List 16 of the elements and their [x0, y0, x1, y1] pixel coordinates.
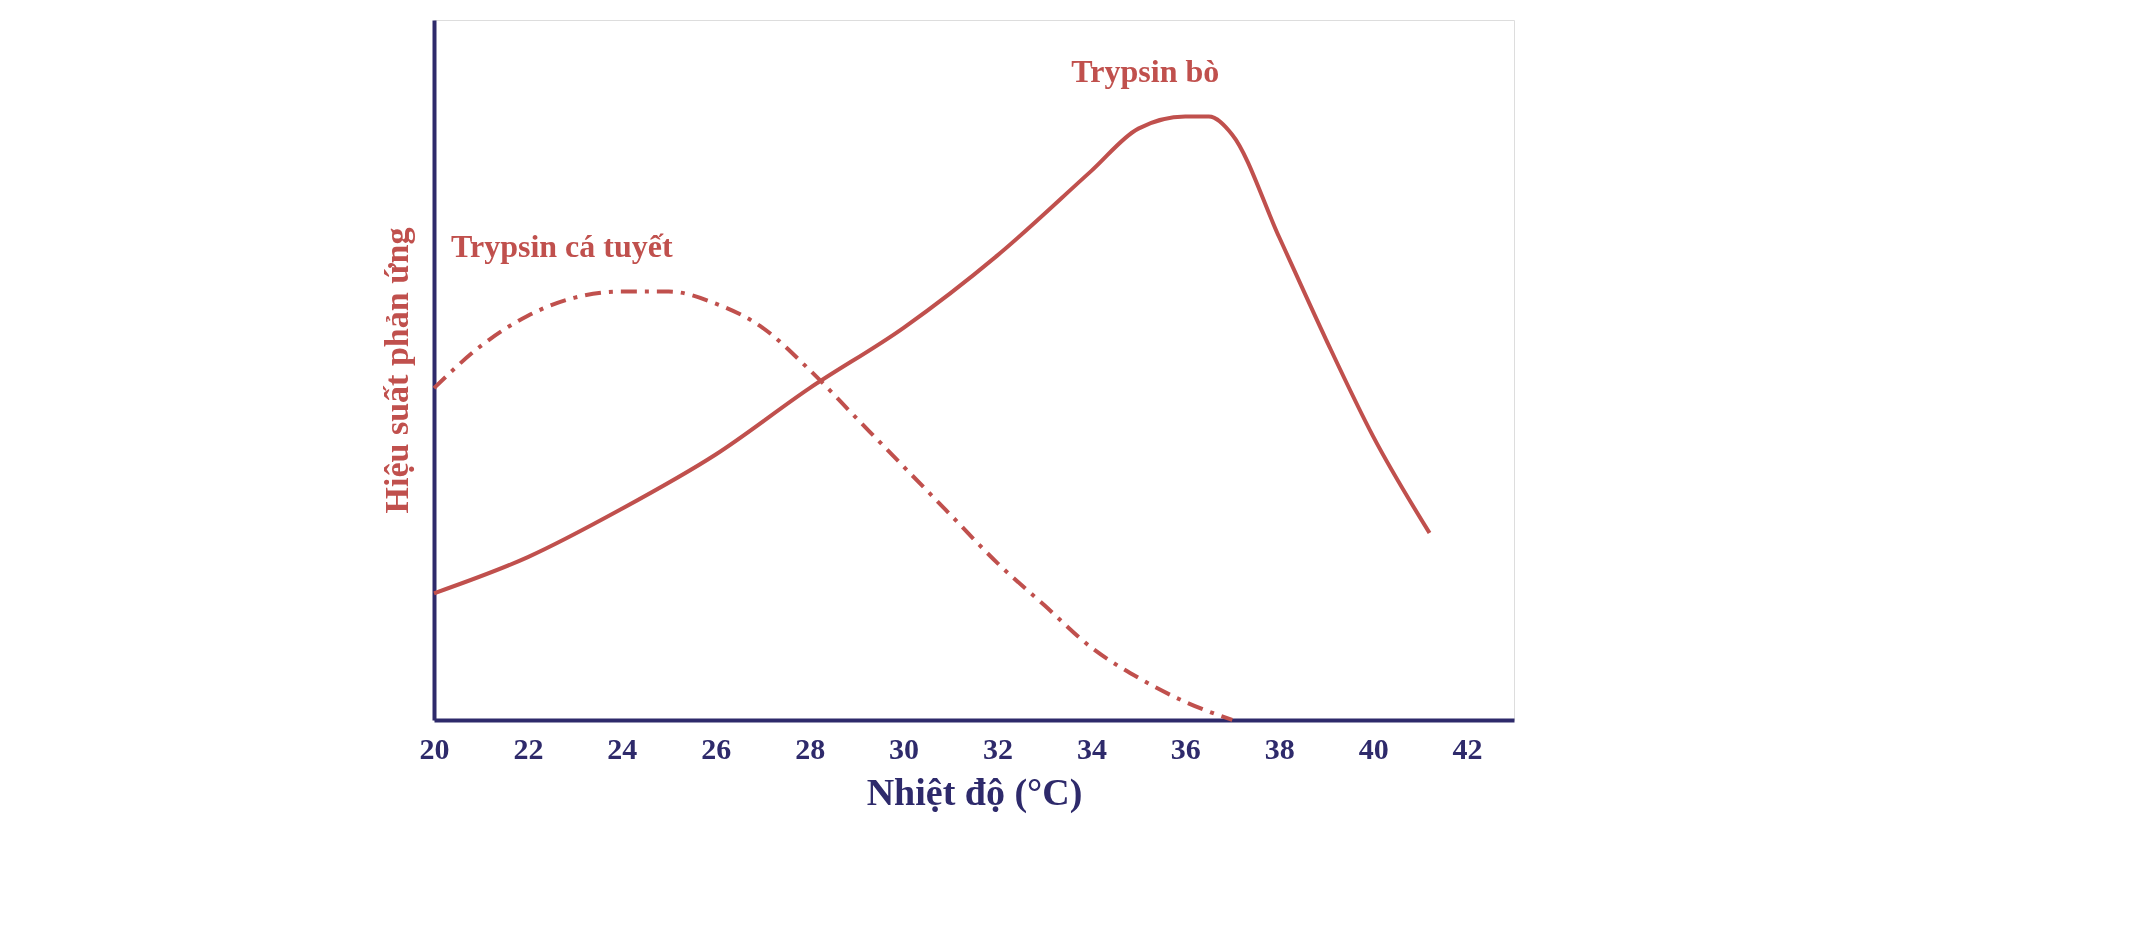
y-axis-title: Hiệu suất phản ứng	[377, 227, 415, 514]
x-tick-label: 32	[982, 731, 1013, 765]
x-tick-label: 40	[1358, 731, 1389, 765]
x-tick-label: 22	[513, 731, 544, 765]
x-tick-label: 28	[795, 731, 826, 765]
x-tick-label: 38	[1264, 731, 1295, 765]
x-tick-label: 24	[607, 731, 638, 765]
x-tick-label: 30	[889, 731, 920, 765]
x-tick-label: 26	[701, 731, 732, 765]
x-tick-label: 34	[1076, 731, 1107, 765]
series-label: Trypsin cá tuyết	[451, 227, 673, 264]
x-axis-title: Nhiệt độ (°C)	[866, 770, 1083, 814]
x-tick-label: 36	[1170, 731, 1201, 765]
series-label: Trypsin bò	[1071, 52, 1220, 89]
x-tick-label: 42	[1452, 731, 1483, 765]
x-tick-label: 20	[419, 731, 450, 765]
